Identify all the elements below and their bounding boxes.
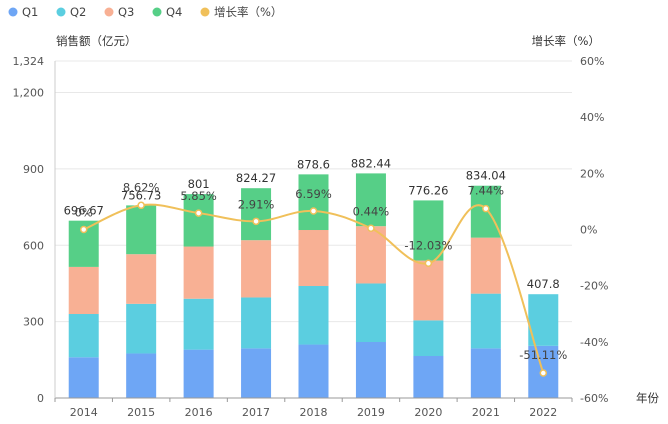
growth-point-2018	[309, 207, 318, 215]
legend-marker-1	[56, 7, 66, 17]
growth-label-2015: 8.62%	[123, 180, 160, 194]
growth-label-2021: 7.44%	[468, 184, 505, 198]
growth-point-2020	[424, 259, 433, 268]
growth-label-2018: 6.59%	[295, 187, 332, 201]
total-label-2021: 834.04	[466, 169, 506, 183]
y-axis-right-title: 增长率（%）	[532, 34, 600, 48]
y-tick-left-1: 300	[23, 316, 44, 329]
total-label-2014: 696.67	[64, 204, 104, 218]
bar-q3-2017	[241, 240, 272, 298]
legend-marker-2	[104, 7, 114, 17]
growth-line: 0% 8.62% 5.85% 2.91% 6.59% 0.44% -12.03% 7.44% -…	[75, 180, 567, 377]
growth-label-2016: 5.85%	[180, 189, 217, 203]
legend-marker-3	[152, 7, 162, 17]
legend: Q1 Q2 Q3 Q4 增长率（%）	[8, 5, 282, 19]
x-tick-5: 2019	[357, 406, 385, 419]
bar-q2-2021	[470, 293, 501, 349]
x-tick-6: 2020	[414, 406, 442, 419]
bar-q4-2017	[241, 188, 272, 241]
growth-label-2019: 0.44%	[353, 204, 390, 218]
legend-label-4: 增长率（%）	[214, 5, 282, 19]
x-tick-3: 2017	[242, 406, 270, 419]
bar-q3-2016	[183, 246, 214, 299]
total-label-2015: 756.73	[121, 188, 161, 202]
bar-q3-2018	[298, 230, 329, 287]
legend-label-1: Q2	[70, 5, 86, 19]
growth-label-2022: -51.11%	[519, 348, 567, 362]
growth-point-2014	[79, 225, 88, 234]
y-tick-right-3: 0%	[580, 224, 597, 237]
x-tick-2: 2016	[185, 406, 213, 419]
y-axis-left-title: 销售额（亿元）	[56, 34, 137, 48]
bar-q4-2019	[355, 173, 386, 227]
bar-q3-2014	[68, 266, 99, 315]
bar-q4-2015	[126, 205, 157, 255]
y-tick-right-4: 20%	[580, 167, 604, 180]
growth-point-2019	[367, 224, 375, 233]
bar-q1-2019	[355, 342, 386, 398]
growth-label-2017: 2.91%	[238, 197, 275, 211]
bar-q2-2017	[241, 297, 272, 349]
bar-q2-2018	[298, 286, 329, 345]
bar-q3-2020	[413, 260, 444, 321]
axes: 0 300 600 900 1,200 1,324 -60% -40% -20% 0% 20% 40%…	[13, 55, 609, 419]
bar-q3-2015	[126, 254, 157, 304]
growth-point-2021	[482, 204, 490, 213]
total-label-2022: 407.8	[527, 277, 560, 291]
y-tick-left-5: 1,324	[13, 55, 45, 68]
y-tick-right-0: -60%	[580, 392, 608, 405]
y-tick-right-2: -20%	[580, 280, 608, 293]
y-tick-left-4: 1,200	[13, 87, 45, 100]
legend-label-2: Q3	[118, 5, 134, 19]
growth-label-2014: 0%	[75, 206, 93, 220]
x-tick-8: 2022	[529, 406, 557, 419]
bar-q2-2019	[355, 283, 386, 343]
legend-marker-0	[8, 7, 18, 17]
growth-point-2017	[252, 217, 260, 226]
total-label-2016: 801	[188, 177, 210, 191]
total-label-2019: 882.44	[351, 156, 391, 170]
growth-point-2016	[194, 209, 203, 217]
growth-point-2015	[137, 201, 145, 210]
growth-point-2022	[539, 369, 548, 377]
bar-q2-2015	[126, 303, 157, 354]
x-tick-7: 2021	[472, 406, 500, 419]
x-tick-4: 2018	[300, 406, 328, 419]
y-tick-right-5: 40%	[580, 111, 604, 124]
bar-q1-2017	[241, 348, 272, 398]
bar-q1-2018	[298, 344, 329, 398]
legend-marker-4	[200, 7, 210, 17]
y-tick-left-3: 900	[23, 163, 44, 176]
bar-q2-2016	[183, 298, 214, 350]
x-tick-0: 2014	[70, 406, 98, 419]
y-tick-left-0: 0	[37, 392, 44, 405]
bar-q3-2021	[470, 237, 501, 294]
growth-label-2020: -12.03%	[404, 238, 452, 252]
bars: 696.67 756.73 801 824.27 878.6 882.44 776.26 83…	[64, 156, 560, 398]
bar-q1-2015	[126, 353, 157, 398]
total-label-2017: 824.27	[236, 171, 276, 185]
y-tick-right-1: -40%	[580, 336, 608, 349]
bar-q1-2014	[68, 357, 99, 398]
bar-q1-2021	[470, 348, 501, 398]
total-label-2018: 878.6	[297, 157, 330, 171]
x-axis-title: 年份	[636, 391, 659, 405]
bar-q1-2016	[183, 349, 214, 398]
total-label-2020: 776.26	[408, 183, 448, 197]
bar-q4-2020	[413, 200, 444, 261]
bar-q1-2020	[413, 356, 444, 398]
y-tick-right-6: 60%	[580, 55, 604, 68]
bar-q4-2016	[183, 194, 214, 247]
y-tick-left-2: 600	[23, 239, 44, 252]
x-tick-1: 2015	[127, 406, 155, 419]
legend-label-3: Q4	[166, 5, 182, 19]
bar-q4-2018	[298, 174, 329, 231]
bar-q2-2020	[413, 320, 444, 357]
bar-q2-2014	[68, 314, 99, 358]
legend-label-0: Q1	[22, 5, 38, 19]
